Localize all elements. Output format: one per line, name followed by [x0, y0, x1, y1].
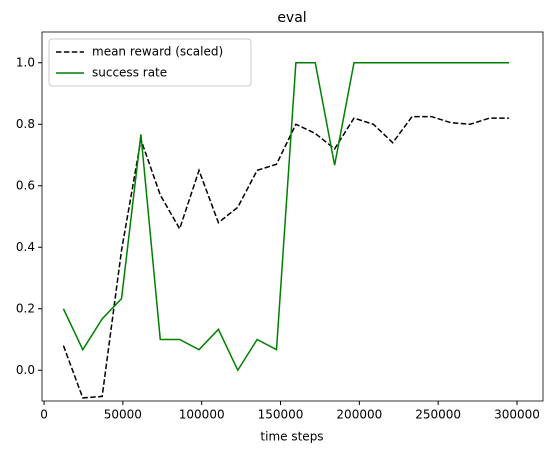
x-tick-label: 250000	[415, 408, 461, 422]
series-line	[62, 62, 509, 372]
series-line	[62, 115, 509, 399]
y-tick-label: 0.4	[16, 240, 35, 254]
chart-title: eval	[277, 10, 306, 26]
plot-frame	[41, 31, 544, 402]
y-tick-label: 0.6	[16, 178, 35, 192]
legend-label: success rate	[92, 66, 167, 80]
x-tick-label: 50000	[104, 408, 142, 422]
x-tick-label: 100000	[179, 408, 225, 422]
y-tick-label: 0.2	[16, 301, 35, 315]
x-tick-label: 150000	[258, 408, 304, 422]
y-tick-label: 0.0	[16, 363, 35, 377]
y-tick-label: 0.8	[16, 117, 35, 131]
legend-box	[48, 38, 252, 87]
y-tick-label: 1.0	[16, 55, 35, 69]
x-tick-label: 200000	[336, 408, 382, 422]
legend-label: mean reward (scaled)	[92, 45, 223, 59]
x-axis-label: time steps	[260, 430, 323, 444]
x-tick-label: 300000	[494, 408, 540, 422]
x-tick-label: 0	[40, 408, 48, 422]
